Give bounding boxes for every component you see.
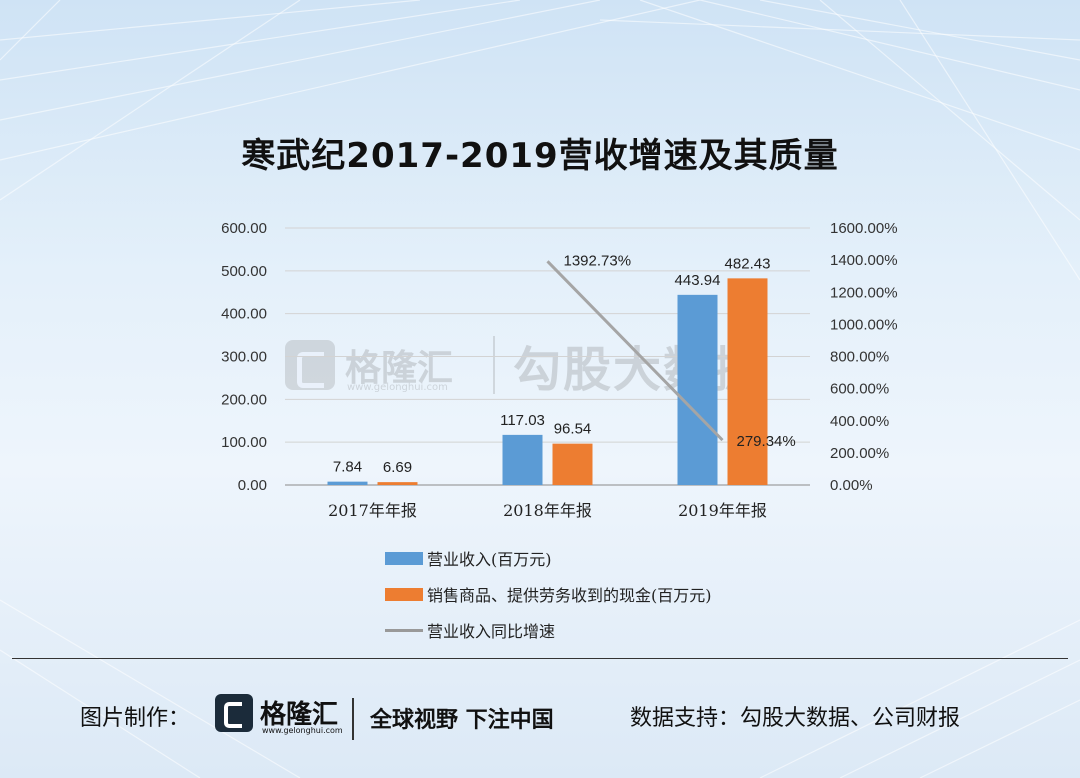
legend-item-cash: 销售商品、提供劳务收到的现金(百万元) [385, 576, 712, 612]
y-right-tick-label: 200.00% [830, 445, 889, 462]
growth-line [546, 260, 724, 442]
watermark-brand: 格隆汇 [345, 348, 454, 389]
legend: 营业收入(百万元) 销售商品、提供劳务收到的现金(百万元) 营业收入同比增速 [385, 540, 712, 648]
chart-title: 寒武纪2017-2019营收增速及其质量 [241, 136, 839, 176]
bar-data-label: 7.84 [333, 459, 362, 476]
legend-label-revenue: 营业收入(百万元) [427, 550, 552, 569]
y-right-tick-label: 1200.00% [830, 284, 898, 301]
footer: 图片制作： 格隆汇 www.gelonghui.com 全球视野 下注中国 数据… [0, 690, 1080, 750]
y-left-tick-label: 400.00 [221, 306, 267, 323]
legend-label-cash: 销售商品、提供劳务收到的现金(百万元) [427, 586, 712, 605]
footer-made-by: 图片制作： [80, 706, 191, 731]
bar-data-label: 6.69 [383, 459, 412, 476]
bar-data-label: 482.43 [725, 255, 771, 272]
footer-source: 数据支持：勾股大数据、公司财报 [630, 706, 961, 731]
legend-label-growth: 营业收入同比增速 [427, 622, 556, 641]
y-left-tick-label: 300.00 [221, 349, 267, 366]
y-right-tick-label: 1400.00% [830, 252, 898, 269]
y-right-tick-label: 400.00% [830, 413, 889, 430]
legend-swatch-cash [385, 587, 423, 601]
bar [552, 443, 593, 485]
bar-data-label: 443.94 [675, 272, 721, 289]
footer-vertical-divider [352, 698, 354, 740]
footer-divider [12, 658, 1068, 659]
watermark-site: www.gelonghui.com [347, 382, 448, 393]
line-data-label: 1392.73% [564, 252, 632, 269]
y-left-tick-label: 600.00 [221, 220, 267, 237]
bar [502, 434, 543, 485]
y-right-tick-label: 1600.00% [830, 220, 898, 237]
x-tick-label: 2018年年报 [503, 501, 592, 520]
y-right-tick-label: 0.00% [830, 477, 873, 494]
line-data-label: 279.34% [737, 433, 796, 450]
bar-data-label: 96.54 [554, 421, 592, 438]
legend-swatch-growth [385, 628, 423, 632]
legend-swatch-revenue [385, 551, 423, 565]
y-left-tick-label: 500.00 [221, 263, 267, 280]
bar [327, 481, 368, 485]
y-left-tick-label: 100.00 [221, 434, 267, 451]
bar [377, 482, 418, 485]
y-right-tick-label: 600.00% [830, 381, 889, 398]
footer-logo-icon [215, 694, 253, 732]
bar [727, 278, 768, 485]
y-left-tick-label: 0.00 [238, 477, 267, 494]
footer-slogan: 全球视野 下注中国 [370, 708, 554, 733]
footer-brand: 格隆汇 [260, 700, 339, 730]
y-right-tick-label: 1000.00% [830, 316, 898, 333]
y-left-tick-label: 200.00 [221, 391, 267, 408]
y-right-tick-label: 800.00% [830, 349, 889, 366]
watermark-logo-icon [285, 340, 335, 390]
bar-data-label: 117.03 [500, 412, 545, 429]
x-tick-label: 2019年年报 [678, 501, 767, 520]
bar [677, 294, 718, 485]
legend-item-revenue: 营业收入(百万元) [385, 540, 712, 576]
x-tick-label: 2017年年报 [328, 501, 417, 520]
watermark-divider [493, 336, 496, 394]
footer-site: www.gelonghui.com [262, 726, 343, 735]
legend-item-growth: 营业收入同比增速 [385, 612, 712, 648]
